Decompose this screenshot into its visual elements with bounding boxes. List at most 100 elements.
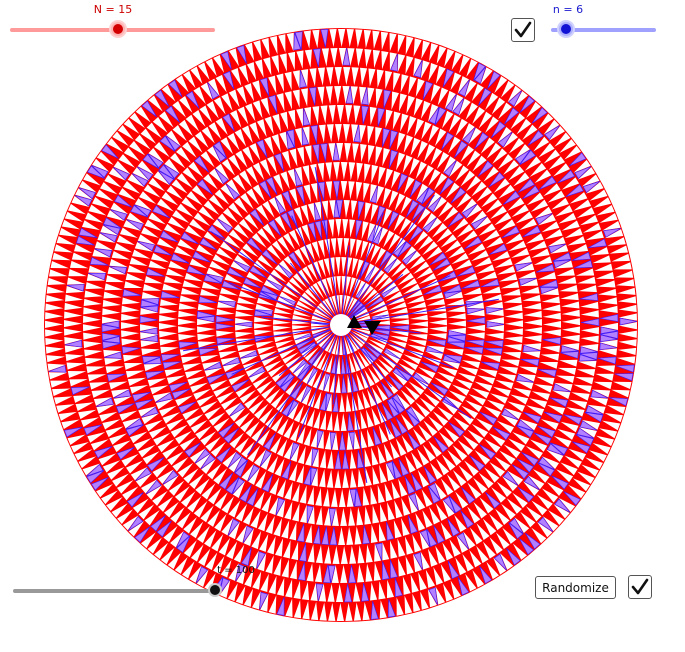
triangle-tile [243, 588, 253, 607]
triangle-tile [365, 544, 373, 563]
slider-n-track[interactable] [551, 28, 656, 32]
triangle-tile [377, 227, 389, 246]
triangle-tile [546, 482, 564, 496]
triangle-tile [220, 137, 234, 155]
slider-N-knob[interactable] [111, 22, 125, 36]
show-pattern-checkbox[interactable] [511, 18, 535, 42]
triangle-tile [218, 537, 231, 556]
triangle-tile [310, 601, 319, 621]
triangle-tile [132, 167, 150, 181]
triangle-tile [73, 394, 92, 403]
triangle-tile [408, 493, 419, 511]
triangle-tile [261, 473, 274, 493]
triangle-tile [354, 488, 362, 507]
triangle-tile [356, 372, 364, 391]
triangle-tile [256, 119, 267, 138]
triangle-tile [302, 126, 310, 145]
triangle-tile [415, 183, 429, 201]
triangle-tile [419, 529, 431, 548]
triangle-tile [301, 387, 312, 405]
triangle-tile [560, 462, 578, 476]
triangle-tile [223, 362, 241, 372]
triangle-tile [124, 363, 143, 370]
triangle-tile [421, 187, 435, 205]
triangle-tile [265, 411, 279, 428]
triangle-tile [432, 196, 447, 213]
triangle-tile [285, 281, 302, 295]
triangle-tile [387, 502, 395, 521]
triangle-tile [54, 396, 73, 405]
triangle-tile [141, 100, 157, 118]
triangle-tile [285, 379, 299, 396]
triangle-tile [292, 70, 300, 89]
triangle-tile [255, 309, 273, 316]
triangle-tile [421, 121, 432, 140]
triangle-tile [94, 241, 113, 251]
triangle-tile [476, 418, 493, 432]
triangle-tile [472, 107, 486, 125]
slider-t-track[interactable] [13, 589, 221, 593]
triangle-tile [47, 363, 66, 371]
triangle-tile [252, 80, 262, 99]
triangle-tile [335, 219, 342, 238]
triangle-tile [412, 534, 422, 553]
triangle-tile [392, 237, 406, 254]
triangle-tile [324, 545, 332, 564]
triangle-tile [221, 496, 234, 514]
triangle-tile [246, 487, 259, 507]
triangle-tile [96, 404, 115, 414]
triangle-tile [364, 265, 376, 283]
triangle-tile [311, 448, 319, 467]
triangle-tile [352, 278, 361, 297]
randomize-button[interactable]: Randomize [535, 576, 616, 599]
triangle-tile [430, 462, 443, 480]
triangle-tile [213, 97, 226, 115]
slider-t-knob[interactable] [208, 583, 222, 597]
triangle-tile [535, 213, 553, 225]
triangle-tile [467, 429, 484, 444]
triangle-tile [519, 218, 537, 231]
triangle-tile [255, 304, 274, 311]
triangle-tile [443, 284, 462, 294]
triangle-tile [492, 251, 510, 262]
triangle-tile [406, 95, 415, 114]
triangle-tile [196, 310, 216, 318]
triangle-tile [261, 249, 278, 265]
triangle-tile [64, 319, 82, 328]
triangle-tile [494, 456, 511, 471]
triangle-tile [159, 322, 177, 330]
triangle-tile [523, 411, 542, 424]
triangle-tile [552, 252, 572, 262]
triangle-tile [102, 316, 121, 324]
triangle-tile [406, 406, 420, 423]
triangle-tile [281, 399, 295, 417]
slider-n[interactable]: n = 6 [551, 3, 656, 41]
triangle-tile [549, 397, 569, 408]
triangle-tile [447, 327, 466, 334]
triangle-tile [523, 327, 542, 334]
triangle-tile [412, 593, 421, 612]
triangle-tile [382, 188, 392, 207]
triangle-tile [445, 182, 460, 199]
slider-n-knob[interactable] [559, 22, 573, 36]
animate-checkbox[interactable] [628, 575, 652, 599]
slider-t[interactable]: t = 100 [13, 565, 255, 602]
triangle-tile [290, 443, 300, 462]
slider-N[interactable]: N = 15 [10, 3, 215, 41]
triangle-tile [429, 252, 447, 266]
triangle-tile [251, 531, 262, 550]
triangle-tile [455, 118, 468, 136]
triangle-tile [234, 197, 249, 214]
triangle-tile [94, 446, 113, 459]
triangle-tile [457, 411, 474, 425]
triangle-tile [323, 373, 331, 392]
triangle-tile [235, 324, 254, 331]
triangle-tile [403, 135, 414, 154]
triangle-tile [231, 67, 242, 86]
triangle-tile [541, 488, 559, 503]
triangle-tile [599, 313, 619, 322]
triangle-tile [271, 55, 280, 74]
spoke-line [340, 212, 384, 326]
triangle-tile [301, 292, 317, 306]
triangle-tile [405, 199, 419, 218]
